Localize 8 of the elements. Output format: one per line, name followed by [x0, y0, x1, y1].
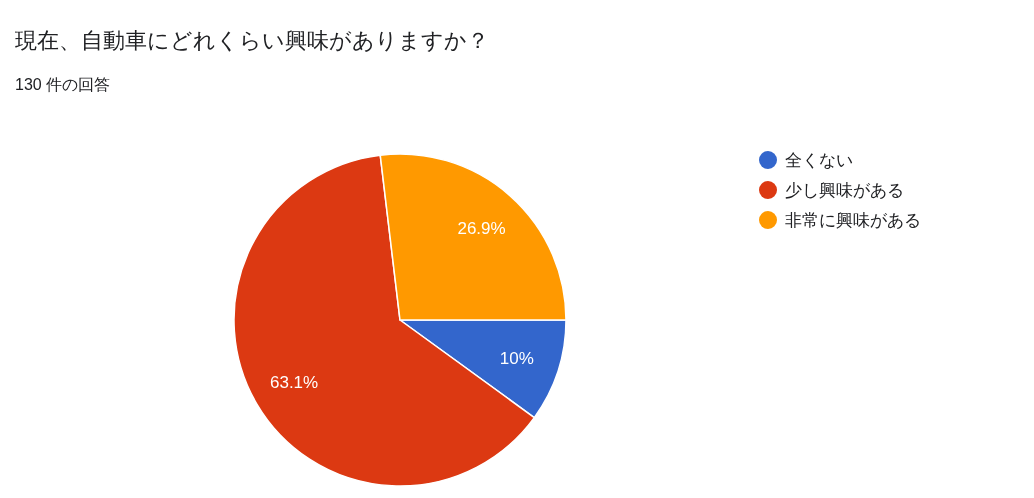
- data-label: 63.1%: [269, 373, 319, 393]
- chart-title: 現在、自動車にどれくらい興味がありますか？: [15, 28, 489, 53]
- data-label: 26.9%: [457, 219, 506, 239]
- text: 130 件の回答: [15, 76, 111, 93]
- legend-label: 全くない: [785, 151, 853, 170]
- data-label: 10%: [499, 348, 534, 368]
- legend-label: 非常に興味がある: [785, 211, 921, 230]
- legend-label: 少し興味がある: [785, 181, 904, 200]
